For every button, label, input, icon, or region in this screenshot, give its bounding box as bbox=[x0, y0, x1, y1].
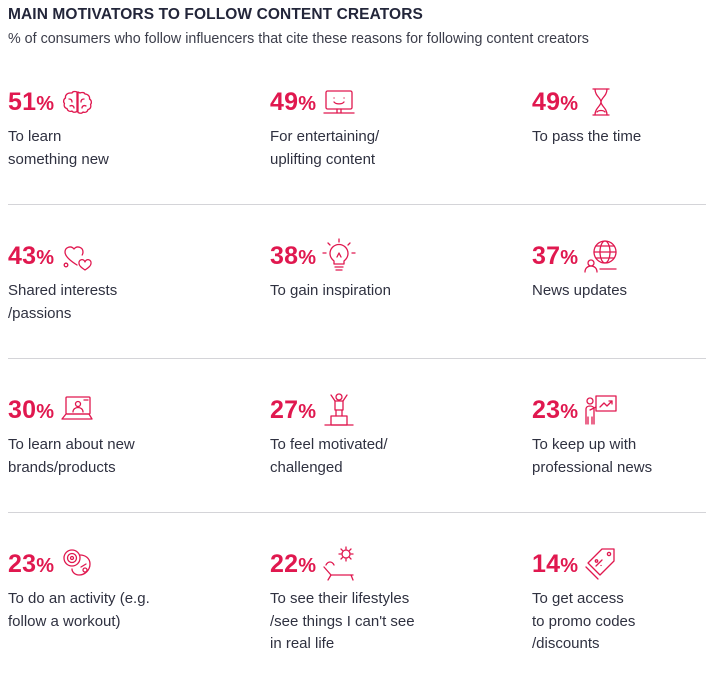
motivator-item: 23% To do an activity (e.g. follow a wor… bbox=[8, 542, 238, 633]
motivator-label: For entertaining/ uplifting content bbox=[270, 128, 380, 168]
percentage-value: 30% bbox=[8, 395, 55, 424]
motivator-label: To gain inspiration bbox=[270, 282, 391, 299]
motivators-row: 30% To learn about new brands/products 2… bbox=[0, 388, 716, 542]
page-title: MAIN MOTIVATORS TO FOLLOW CONTENT CREATO… bbox=[8, 6, 423, 23]
percentage-value: 38% bbox=[270, 241, 317, 270]
motivator-label: To learn about new brands/products bbox=[8, 436, 135, 476]
sun-lounger-icon bbox=[320, 545, 358, 583]
motivator-item: 51% To learn something new bbox=[8, 80, 238, 171]
percentage-value: 49% bbox=[270, 87, 317, 116]
percentage-value: 14% bbox=[532, 549, 579, 578]
motivators-row: 51% To learn something new 49% For enter… bbox=[0, 80, 716, 234]
laptop-user-icon bbox=[58, 391, 96, 429]
row-divider bbox=[8, 204, 706, 205]
row-divider bbox=[8, 358, 706, 359]
motivators-grid: 51% To learn something new 49% For enter… bbox=[0, 80, 716, 696]
motivator-item: 27% To feel motivated/ challenged bbox=[270, 388, 500, 479]
motivator-item: 49% For entertaining/ uplifting content bbox=[270, 80, 500, 171]
motivator-item: 37% News updates bbox=[532, 234, 716, 303]
percentage-value: 37% bbox=[532, 241, 579, 270]
brain-icon bbox=[58, 83, 96, 121]
percentage-value: 27% bbox=[270, 395, 317, 424]
percentage-value: 51% bbox=[8, 87, 55, 116]
percentage-value: 23% bbox=[8, 549, 55, 578]
motivator-label: To keep up with professional news bbox=[532, 436, 653, 476]
motivator-label: To learn something new bbox=[8, 128, 109, 168]
motivator-label: To pass the time bbox=[532, 128, 642, 145]
percentage-value: 43% bbox=[8, 241, 55, 270]
globe-icon bbox=[582, 237, 620, 275]
motivator-item: 49% To pass the time bbox=[532, 80, 716, 149]
motivator-item: 22% To see their lifestyles /see things … bbox=[270, 542, 500, 656]
motivator-item: 38% To gain inspiration bbox=[270, 234, 500, 303]
motivator-label: To do an activity (e.g. follow a workout… bbox=[8, 590, 150, 630]
workout-icon bbox=[58, 545, 96, 583]
percentage-value: 49% bbox=[532, 87, 579, 116]
page-subtitle: % of consumers who follow influencers th… bbox=[8, 31, 589, 47]
motivator-item: 23% To keep up with professional news bbox=[532, 388, 716, 479]
motivator-item: 30% To learn about new brands/products bbox=[8, 388, 238, 479]
motivator-label: To feel motivated/ challenged bbox=[270, 436, 388, 476]
motivator-item: 14% To get access to promo codes /discou… bbox=[532, 542, 716, 656]
motivator-label: To see their lifestyles /see things I ca… bbox=[270, 590, 415, 652]
percentage-value: 22% bbox=[270, 549, 317, 578]
screen-smile-icon bbox=[320, 83, 358, 121]
motivator-item: 43% Shared interests /passions bbox=[8, 234, 238, 325]
percentage-value: 23% bbox=[532, 395, 579, 424]
presenter-board-icon bbox=[582, 391, 620, 429]
motivators-row: 43% Shared interests /passions 38% To ga… bbox=[0, 234, 716, 388]
discount-tag-icon bbox=[582, 545, 620, 583]
motivator-label: News updates bbox=[532, 282, 628, 299]
motivator-label: Shared interests /passions bbox=[8, 282, 118, 322]
row-divider bbox=[8, 512, 706, 513]
lightbulb-icon bbox=[320, 237, 358, 275]
motivator-label: To get access to promo codes /discounts bbox=[532, 590, 636, 652]
motivators-row: 23% To do an activity (e.g. follow a wor… bbox=[0, 542, 716, 696]
hearts-icon bbox=[58, 237, 96, 275]
hourglass-icon bbox=[582, 83, 620, 121]
person-podium-icon bbox=[320, 391, 358, 429]
